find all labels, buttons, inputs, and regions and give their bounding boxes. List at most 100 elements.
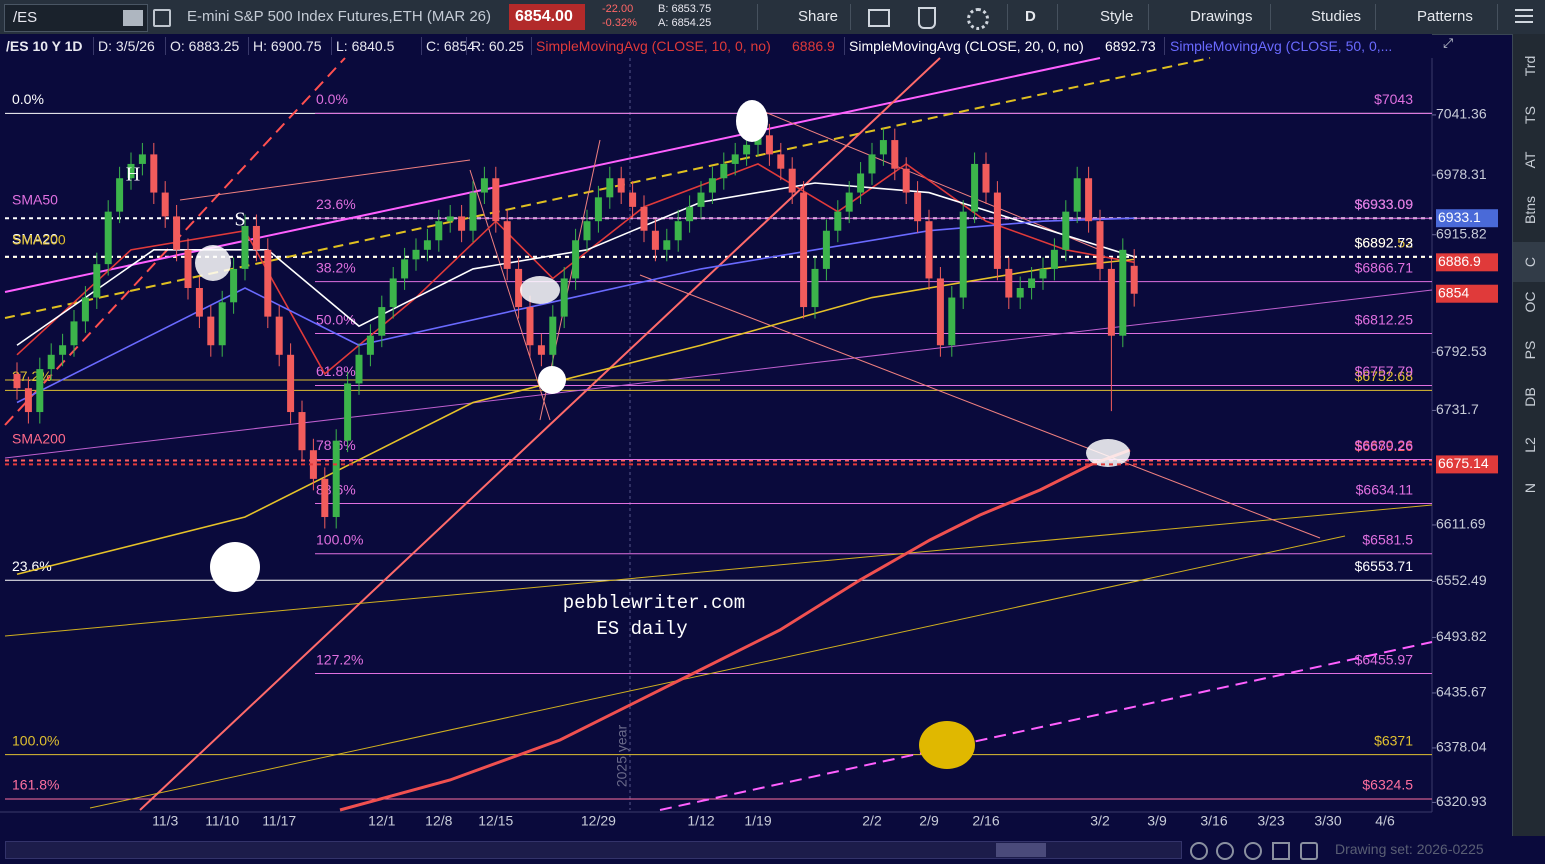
candle-body — [321, 478, 329, 518]
y-tick-label: 6493.82 — [1436, 628, 1487, 644]
candle-body — [195, 287, 203, 317]
style-button[interactable]: Style — [1100, 8, 1134, 25]
marker — [538, 366, 566, 394]
trendline — [639, 274, 1321, 539]
candle-body — [788, 168, 796, 193]
y-tick-label: 7041.36 — [1436, 106, 1487, 122]
y-tick-label: 6731.7 — [1436, 401, 1479, 417]
side-tab[interactable]: Btns — [1513, 190, 1545, 230]
level-pct: 23.6% — [12, 558, 52, 574]
price-badge-label: 6854 — [1438, 284, 1469, 300]
trendline — [4, 504, 1433, 637]
candle-body — [1005, 268, 1013, 298]
dropdown[interactable] — [123, 10, 143, 26]
candle-body — [617, 178, 625, 193]
candle-body — [765, 135, 773, 155]
scrollbar[interactable] — [5, 841, 1182, 859]
symbol-box[interactable]: /ES — [4, 4, 148, 32]
side-tab-label: L2 — [1521, 437, 1538, 453]
candle-body — [993, 192, 1001, 269]
side-tab[interactable]: PS — [1513, 330, 1545, 370]
side-tab[interactable]: TS — [1513, 95, 1545, 135]
toolbar: /ES E-mini S&P 500 Index Futures,ETH (MA… — [0, 0, 1545, 35]
candle-body — [503, 221, 511, 269]
side-tab[interactable]: DB — [1513, 377, 1545, 417]
description: E-mini S&P 500 Index Futures,ETH (MAR 26… — [187, 8, 491, 25]
studies-button[interactable]: Studies — [1311, 8, 1362, 25]
candle-body — [446, 216, 454, 222]
study-value: 6892.73 — [1105, 38, 1156, 54]
x-tick-label: 3/23 — [1257, 813, 1284, 829]
patterns-button[interactable]: Patterns — [1417, 8, 1473, 25]
scroll-thumb[interactable] — [996, 843, 1046, 857]
candle-body — [959, 211, 967, 298]
candle-body — [1096, 221, 1104, 269]
level-pct: 100.0% — [12, 732, 59, 748]
candle-body — [1119, 249, 1127, 336]
menu-icon[interactable] — [1515, 9, 1533, 11]
level-label: $6581.5 — [1362, 531, 1413, 547]
candle-body — [230, 268, 238, 303]
candle-body — [515, 268, 523, 308]
y-tick-label: 6552.49 — [1436, 572, 1487, 588]
candle-body — [777, 154, 785, 169]
side-tab[interactable]: L2 — [1513, 425, 1545, 465]
candle-body — [583, 221, 591, 241]
candle-body — [1050, 249, 1058, 269]
zoom-out[interactable] — [1190, 842, 1208, 860]
drawings-button[interactable]: Drawings — [1190, 8, 1253, 25]
separator — [248, 37, 249, 55]
price-badge-label: 6886.9 — [1438, 253, 1481, 269]
crosshair[interactable] — [1272, 842, 1290, 860]
x-tick-label: 12/29 — [581, 813, 616, 829]
level-pct: 23.6% — [316, 196, 356, 212]
level-pct: 61.8% — [316, 363, 356, 379]
settings-icon[interactable] — [967, 8, 989, 30]
study-label: SimpleMovingAvg (CLOSE, 50, 0,... — [1170, 38, 1393, 54]
candle-body — [834, 211, 842, 231]
level-label: $6933.09 — [1355, 196, 1414, 212]
candle-body — [127, 163, 135, 179]
side-tab[interactable]: Trd — [1513, 46, 1545, 86]
sidebar: Trd TS AT Btns C OC PS DB L2 N — [1512, 34, 1545, 836]
link-icon[interactable] — [153, 9, 171, 27]
candle-body — [1130, 265, 1138, 294]
x-tick-label: 1/12 — [687, 813, 714, 829]
side-tab[interactable]: C — [1513, 242, 1545, 282]
share-button[interactable]: Share — [798, 8, 839, 25]
level-pct: 38.2% — [316, 259, 356, 275]
candle-body — [743, 144, 751, 155]
info-date: D: 3/5/26 — [98, 38, 155, 54]
marker — [1086, 439, 1130, 467]
screenshot-icon[interactable] — [868, 9, 890, 27]
side-tab[interactable]: AT — [1513, 140, 1545, 180]
candle-body — [936, 278, 944, 346]
flask-icon[interactable] — [918, 7, 936, 29]
annotation: SMA200 — [12, 232, 66, 248]
candle-body — [435, 221, 443, 241]
level-pct: 161.8% — [12, 777, 59, 793]
level-pct: 0.0% — [316, 91, 348, 107]
candle-body — [412, 249, 420, 260]
candle-body — [651, 230, 659, 250]
zoom-in[interactable] — [1216, 842, 1234, 860]
candle-body — [1107, 268, 1115, 336]
zoom-fit[interactable] — [1244, 842, 1262, 860]
candle-body — [549, 316, 557, 355]
period-button[interactable]: D — [1025, 8, 1036, 25]
collapse-icon[interactable]: ⤢ — [1443, 35, 1453, 50]
y-tick-label: 6792.53 — [1436, 343, 1487, 359]
info-high: H: 6900.75 — [253, 38, 322, 54]
moving-average — [16, 217, 1135, 404]
separator — [844, 37, 845, 55]
side-tab[interactable]: N — [1513, 468, 1545, 508]
candle-body — [401, 259, 409, 279]
candle-body — [218, 302, 226, 346]
separator — [1148, 4, 1149, 30]
percent[interactable] — [1300, 842, 1318, 860]
candle-body — [1085, 178, 1093, 222]
candle-body — [70, 321, 78, 346]
candle-body — [845, 192, 853, 212]
side-tab[interactable]: OC — [1513, 282, 1545, 322]
